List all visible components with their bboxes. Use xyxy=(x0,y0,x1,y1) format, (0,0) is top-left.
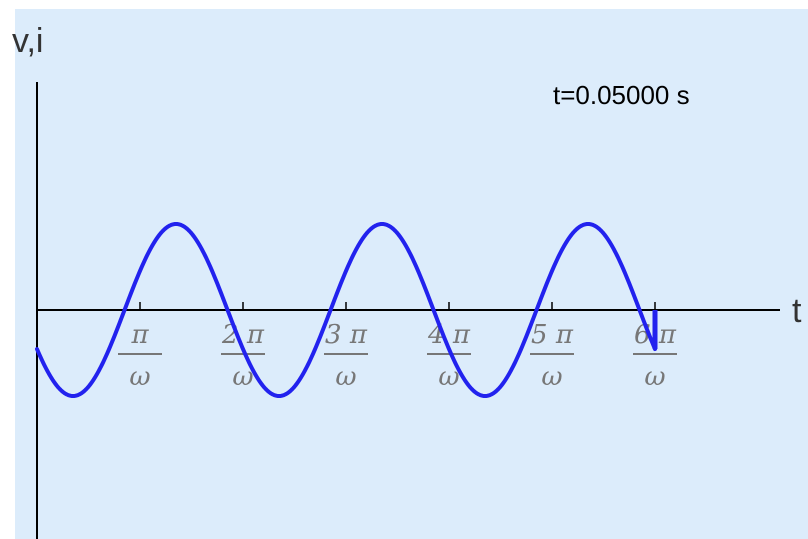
x-tick-label-denominator: ω xyxy=(129,362,150,392)
series-line xyxy=(35,222,657,398)
plot-background xyxy=(15,9,808,539)
x-tick-label-denominator: ω xyxy=(335,362,356,392)
x-tick-label-denominator: ω xyxy=(644,362,665,392)
x-tick-label-numerator: 3 π xyxy=(325,320,368,350)
y-axis-label: v,i xyxy=(12,22,43,60)
x-tick-label-numerator: 5 π xyxy=(531,320,574,350)
x-tick-label-denominator: ω xyxy=(232,362,253,392)
x-tick-label-denominator: ω xyxy=(438,362,459,392)
x-axis-label: t xyxy=(792,292,802,330)
x-tick-label-numerator: π xyxy=(130,320,149,350)
time-readout: t=0.05000 s xyxy=(553,80,690,110)
x-tick-label-denominator: ω xyxy=(541,362,562,392)
x-tick-group: πω2 πω3 πω4 πω5 πω6 πω xyxy=(118,302,677,392)
